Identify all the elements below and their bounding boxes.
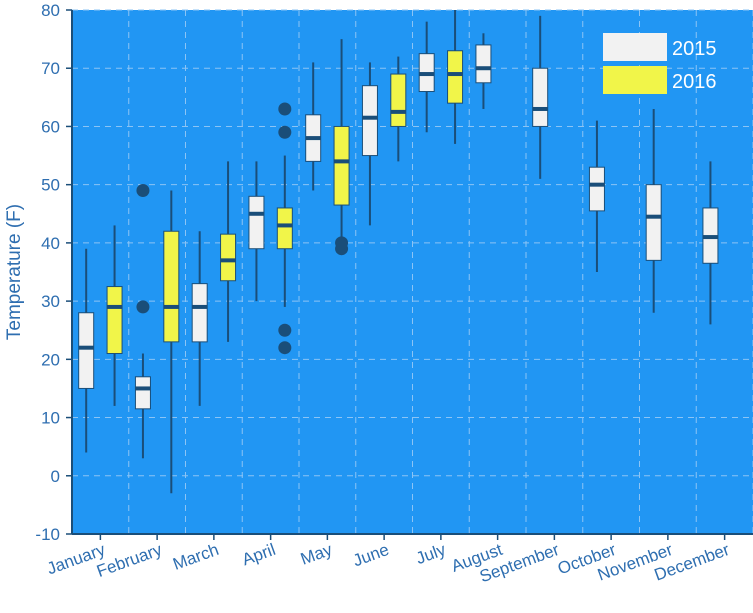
y-tick-label: 30 [41, 292, 60, 311]
legend-label-2016: 2016 [672, 71, 717, 93]
box-2016-june [390, 56, 407, 162]
y-tick-label: 60 [41, 117, 60, 136]
x-tick-label: February [94, 540, 165, 581]
x-tick-label: March [170, 540, 221, 574]
box-iqr [475, 44, 492, 84]
y-tick-label: 40 [41, 234, 60, 253]
box-2015-january [78, 248, 95, 453]
box-iqr [645, 184, 662, 261]
box-iqr [390, 73, 407, 127]
box-iqr [333, 125, 350, 206]
y-tick-label: 80 [41, 1, 60, 20]
box-2015-may [305, 62, 322, 191]
box-iqr [532, 67, 549, 127]
box-2015-september [532, 15, 549, 179]
box-2015-november [645, 108, 662, 313]
x-tick-label: May [298, 540, 335, 569]
box-iqr [588, 166, 605, 212]
legend: 2015 2016 [603, 33, 717, 94]
box-2015-june [361, 62, 378, 226]
outlier-point [335, 236, 349, 250]
box-2015-february [134, 183, 151, 459]
x-tick-label: July [413, 540, 448, 568]
box-2016-july [447, 10, 464, 144]
outlier-point [136, 300, 150, 314]
box-2016-february [163, 190, 180, 494]
y-tick-label: -10 [35, 525, 60, 544]
box-iqr [276, 207, 293, 250]
box-iqr [106, 286, 123, 355]
box-iqr [248, 195, 265, 250]
box-2015-december [702, 161, 719, 325]
plot-background [72, 10, 753, 534]
box-2015-october [588, 120, 605, 272]
x-tick-label: June [350, 540, 391, 570]
box-2015-march [191, 231, 208, 406]
box-iqr [191, 283, 208, 343]
box-2016-april [276, 102, 293, 355]
y-axis-label: Temperature (F) [4, 204, 25, 340]
legend-swatch-2016 [603, 66, 667, 94]
outlier-point [278, 125, 292, 139]
box-iqr [447, 50, 464, 104]
box-2015-august [475, 33, 492, 109]
box-layer [78, 10, 719, 494]
outlier-point [278, 323, 292, 337]
box-iqr [163, 230, 180, 343]
box-2015-july [418, 21, 435, 133]
y-tick-label: 0 [51, 467, 60, 486]
box-iqr [78, 312, 95, 389]
x-tick-label: April [240, 540, 278, 569]
box-2016-january [106, 225, 123, 406]
y-tick-label: 20 [41, 350, 60, 369]
box-2016-march [220, 161, 237, 342]
box-2016-may [333, 39, 350, 256]
outlier-point [278, 102, 292, 116]
box-iqr [361, 85, 378, 157]
y-tick-label: 70 [41, 59, 60, 78]
box-iqr [220, 233, 237, 282]
legend-label-2015: 2015 [672, 38, 717, 60]
box-iqr [134, 376, 151, 410]
y-tick-label: 10 [41, 409, 60, 428]
outlier-point [278, 341, 292, 355]
outlier-point [136, 183, 150, 197]
box-2015-april [248, 161, 265, 302]
y-tick-label: 50 [41, 176, 60, 195]
legend-swatch-2015 [603, 33, 667, 61]
